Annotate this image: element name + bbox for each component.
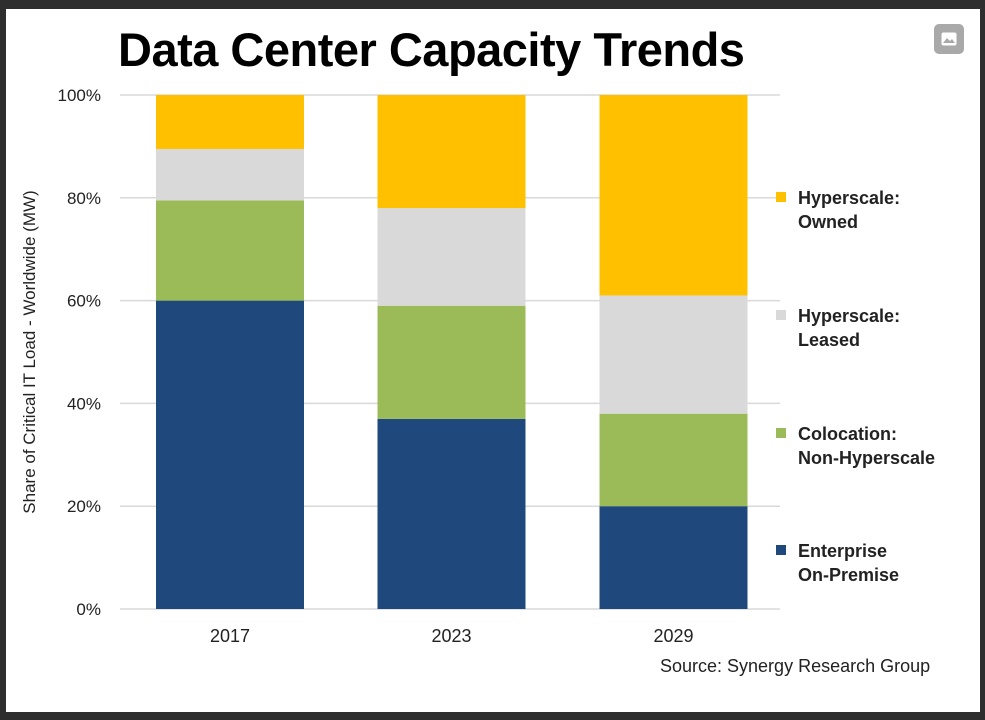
legend-swatch — [776, 310, 786, 320]
bar-segment — [377, 305, 526, 419]
y-tick-label: 40% — [67, 394, 101, 413]
legend-item: Enterprise On-Premise — [776, 539, 899, 587]
legend-label-line: Leased — [798, 330, 861, 350]
legend-item: Hyperscale: Leased — [776, 304, 900, 352]
bar-segment — [599, 413, 748, 507]
legend-swatch — [776, 545, 786, 555]
bar-segment — [377, 208, 526, 306]
legend-swatch — [776, 428, 786, 438]
source-note: Source: Synergy Research Group — [660, 656, 931, 676]
y-tick-label: 60% — [67, 292, 101, 311]
image-icon — [941, 32, 957, 46]
legend-item: Hyperscale: Owned — [776, 186, 900, 234]
y-axis-label: Share of Critical IT Load - Worldwide (M… — [20, 190, 39, 514]
y-tick-label: 80% — [67, 189, 101, 208]
x-tick-label: 2029 — [653, 626, 693, 646]
bar-segment — [377, 95, 526, 209]
legend-label: Hyperscale: Leased — [798, 304, 900, 352]
bar-segment — [377, 418, 526, 609]
legend-label-line: Colocation: — [798, 424, 897, 444]
legend-label-line: On-Premise — [798, 565, 900, 585]
legend-label-line: Owned — [798, 212, 859, 232]
legend-label: Hyperscale: Owned — [798, 186, 900, 234]
y-tick-label: 0% — [76, 600, 101, 619]
legend-label: Enterprise On-Premise — [798, 539, 899, 587]
y-tick-label: 100% — [58, 86, 101, 105]
bar-segment — [156, 200, 304, 301]
y-tick-label: 20% — [67, 497, 101, 516]
image-view-button[interactable] — [934, 24, 964, 54]
bar-segment — [599, 506, 748, 609]
bar-segment — [599, 295, 748, 414]
bar-segment — [156, 95, 304, 149]
bar-segment — [599, 95, 748, 296]
legend-label-line: Enterprise — [798, 541, 888, 561]
bar-segment — [156, 300, 304, 609]
legend-swatch — [776, 192, 786, 202]
legend-label-line: Non-Hyperscale — [798, 448, 936, 468]
legend-item: Colocation: Non-Hyperscale — [776, 422, 935, 470]
legend-label-line: Hyperscale: — [798, 188, 901, 208]
x-tick-label: 2023 — [431, 626, 471, 646]
bar-segment — [156, 148, 304, 201]
chart-title: Data Center Capacity Trends — [118, 23, 745, 76]
legend-label: Colocation: Non-Hyperscale — [798, 422, 935, 470]
x-tick-label: 2017 — [210, 626, 250, 646]
legend-label-line: Hyperscale: — [798, 306, 901, 326]
